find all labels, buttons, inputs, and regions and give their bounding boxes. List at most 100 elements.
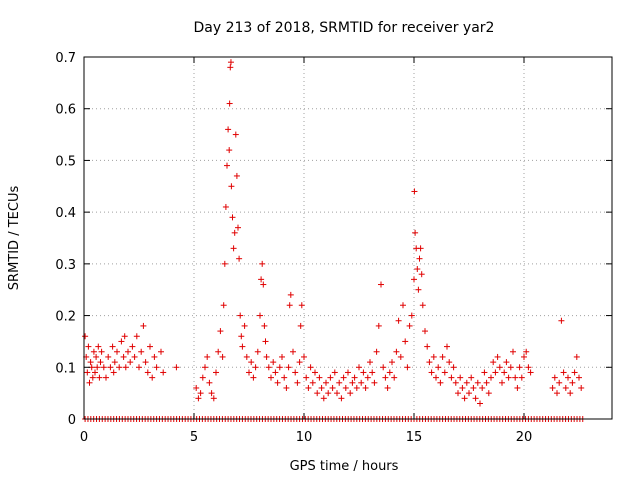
data-point (422, 328, 428, 335)
data-point (430, 353, 437, 360)
data-point (303, 374, 310, 381)
data-point (202, 364, 208, 371)
data-point (84, 369, 91, 376)
data-point (149, 374, 156, 381)
data-point (441, 369, 448, 376)
data-point (290, 348, 296, 355)
data-point (397, 353, 404, 360)
data-point (238, 333, 245, 340)
data-point (516, 364, 523, 371)
data-point (254, 348, 261, 355)
data-point (415, 286, 422, 293)
data-point (239, 343, 246, 350)
data-point (241, 322, 248, 329)
data-point (224, 162, 230, 169)
data-point (323, 379, 329, 386)
data-point (252, 364, 259, 371)
data-point (353, 384, 360, 391)
data-point (433, 374, 439, 381)
data-point (474, 379, 481, 386)
data-point (573, 353, 580, 360)
data-point (160, 369, 167, 376)
data-point (483, 379, 490, 386)
data-point (233, 172, 240, 179)
data-point (86, 379, 93, 386)
x-tick-label: 15 (406, 430, 423, 445)
data-point (221, 260, 228, 267)
data-point (367, 359, 373, 366)
data-point (463, 379, 470, 386)
data-point (314, 390, 321, 397)
data-point (466, 390, 472, 397)
data-point (556, 379, 563, 386)
data-point (100, 364, 107, 371)
data-point (356, 364, 362, 371)
grid-lines (84, 57, 612, 419)
data-point (136, 364, 142, 371)
data-point (329, 384, 336, 391)
y-tick-label: 0.5 (55, 154, 76, 169)
data-point (219, 353, 226, 360)
data-point (85, 343, 92, 350)
data-point (358, 379, 365, 386)
data-point (554, 390, 560, 397)
data-point (444, 343, 450, 350)
data-point (118, 338, 125, 345)
data-point (109, 343, 116, 350)
data-point (362, 384, 369, 391)
data-point (312, 369, 318, 376)
data-point (243, 353, 250, 360)
data-point (222, 203, 229, 210)
data-point (485, 390, 492, 397)
data-point (229, 214, 236, 221)
data-point (412, 229, 419, 236)
data-point (472, 395, 479, 402)
data-point (551, 374, 558, 381)
plot-frame (83, 56, 613, 420)
axes: 0 0.1 0.2 0.3 0.4 0.5 0.6 0.7 0 5 10 15 20 (55, 51, 612, 445)
data-point (512, 374, 519, 381)
data-point (103, 374, 109, 381)
data-point (402, 338, 409, 345)
data-point (496, 364, 503, 371)
y-tick-label: 0.4 (55, 206, 76, 221)
data-point (193, 384, 200, 391)
data-point (226, 100, 233, 107)
data-point (279, 353, 285, 360)
data-point (220, 302, 227, 309)
data-point (153, 364, 160, 371)
data-point (197, 390, 204, 397)
data-point (268, 374, 274, 381)
data-point (274, 379, 281, 386)
data-point (210, 395, 217, 402)
data-point (327, 374, 334, 381)
data-point (414, 266, 421, 273)
data-point (408, 312, 415, 319)
data-point (404, 364, 411, 371)
data-point (507, 364, 514, 371)
data-point (199, 374, 206, 381)
data-point (286, 302, 293, 309)
data-point (490, 359, 497, 366)
data-point (492, 369, 499, 376)
data-point (386, 369, 393, 376)
data-point (459, 384, 466, 391)
data-point (158, 348, 164, 355)
data-point (98, 348, 105, 355)
data-point (125, 348, 131, 355)
data-point (95, 343, 102, 350)
y-tick-label: 0.6 (55, 103, 76, 118)
data-point (446, 359, 453, 366)
data-point (301, 353, 307, 360)
x-tick-label: 10 (296, 430, 313, 445)
data-point (411, 276, 417, 283)
data-point (259, 260, 266, 267)
data-point (439, 353, 446, 360)
data-point (521, 353, 527, 360)
data-point (97, 359, 104, 366)
data-point (360, 369, 367, 376)
chart-title: Day 213 of 2018, SRMTID for receiver yar… (194, 20, 495, 36)
data-point (336, 379, 343, 386)
data-point (345, 369, 351, 376)
